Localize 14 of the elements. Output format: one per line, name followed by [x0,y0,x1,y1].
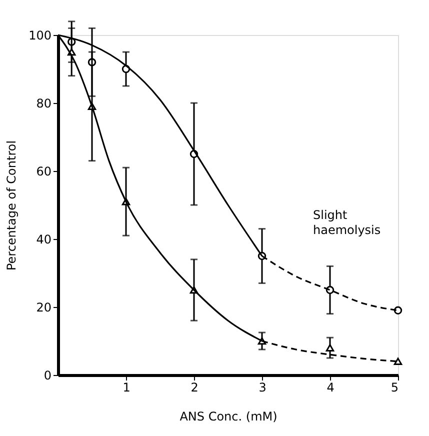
y-axis-title: Percentage of Control [4,140,19,271]
x-tick-label: 2 [190,380,198,394]
y-tick-label: 80 [36,96,52,110]
y-tick-label: 100 [28,28,52,42]
y-tick-label: 0 [44,368,52,382]
x-axis-title: ANS Conc. (mM) [180,410,278,424]
x-tick-label: 5 [390,380,398,394]
x-tick-label: 4 [326,380,334,394]
y-tick-label: 60 [36,164,52,178]
annotation: Slight haemolysis [313,208,381,237]
x-tick-label: 3 [258,380,266,394]
y-tick-label: 40 [36,232,52,246]
y-tick-label: 20 [36,300,52,314]
x-tick-label: 1 [122,380,130,394]
